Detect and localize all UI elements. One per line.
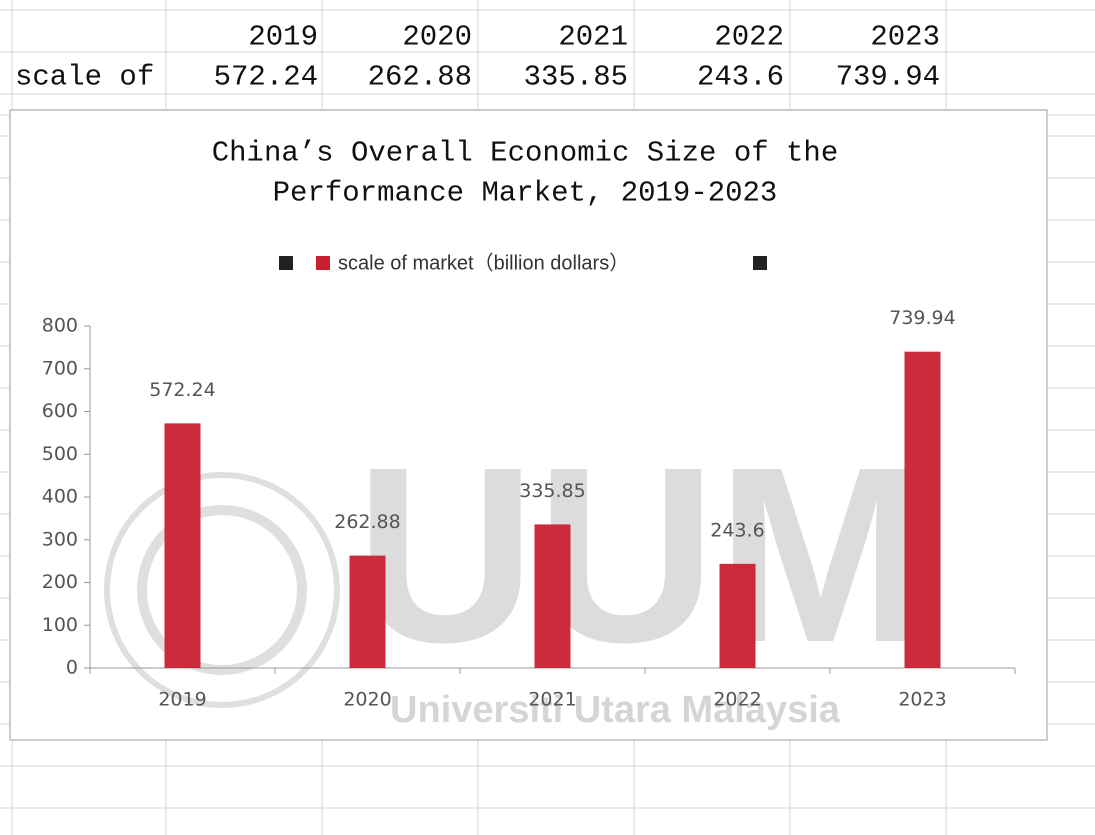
header-cell: 2021 [558,21,628,54]
chart-title: China’s Overall Economic Size of the [212,137,839,170]
watermark: UUM [355,415,924,694]
header-cell: 2020 [402,21,472,54]
x-tick-label: 2019 [158,689,206,711]
y-tick-label: 100 [42,614,78,636]
cell: 262.88 [368,61,472,94]
bar [534,524,571,668]
watermark-logo [137,505,307,675]
chart-title: Performance Market, 2019-2023 [273,177,778,210]
x-tick-label: 2021 [528,689,576,711]
bar [349,555,386,668]
x-tick-label: 2023 [898,689,946,711]
legend-marker [316,256,330,270]
legend-label: scale of market（billion dollars） [338,251,629,274]
x-tick-label: 2020 [343,689,391,711]
bar [164,423,201,668]
row-label: scale of [15,61,154,94]
watermark: Universiti Utara Malaysia [390,689,841,731]
y-tick-label: 0 [66,657,78,679]
bar [719,563,756,668]
header-cell: 2022 [714,21,784,54]
y-tick-label: 500 [42,443,78,465]
data-label: 243.6 [710,519,764,541]
y-tick-label: 200 [42,571,78,593]
data-label: 262.88 [334,511,400,533]
header-cell: 2019 [248,21,318,54]
y-tick-label: 800 [42,315,78,337]
cell: 335.85 [524,61,628,94]
cell: 739.94 [836,61,940,94]
y-tick-label: 400 [42,486,78,508]
x-tick-label: 2022 [713,689,761,711]
bar [904,351,941,668]
watermark-logo [104,472,340,708]
data-label: 739.94 [889,307,955,329]
data-label: 335.85 [519,480,585,502]
y-tick-label: 700 [42,357,78,379]
cell: 572.24 [214,61,318,94]
y-tick-label: 300 [42,528,78,550]
cell: 243.6 [697,61,784,94]
y-tick-label: 600 [42,400,78,422]
legend-marker [753,256,767,270]
data-label: 572.24 [149,379,215,401]
legend-marker [279,256,293,270]
header-cell: 2023 [870,21,940,54]
